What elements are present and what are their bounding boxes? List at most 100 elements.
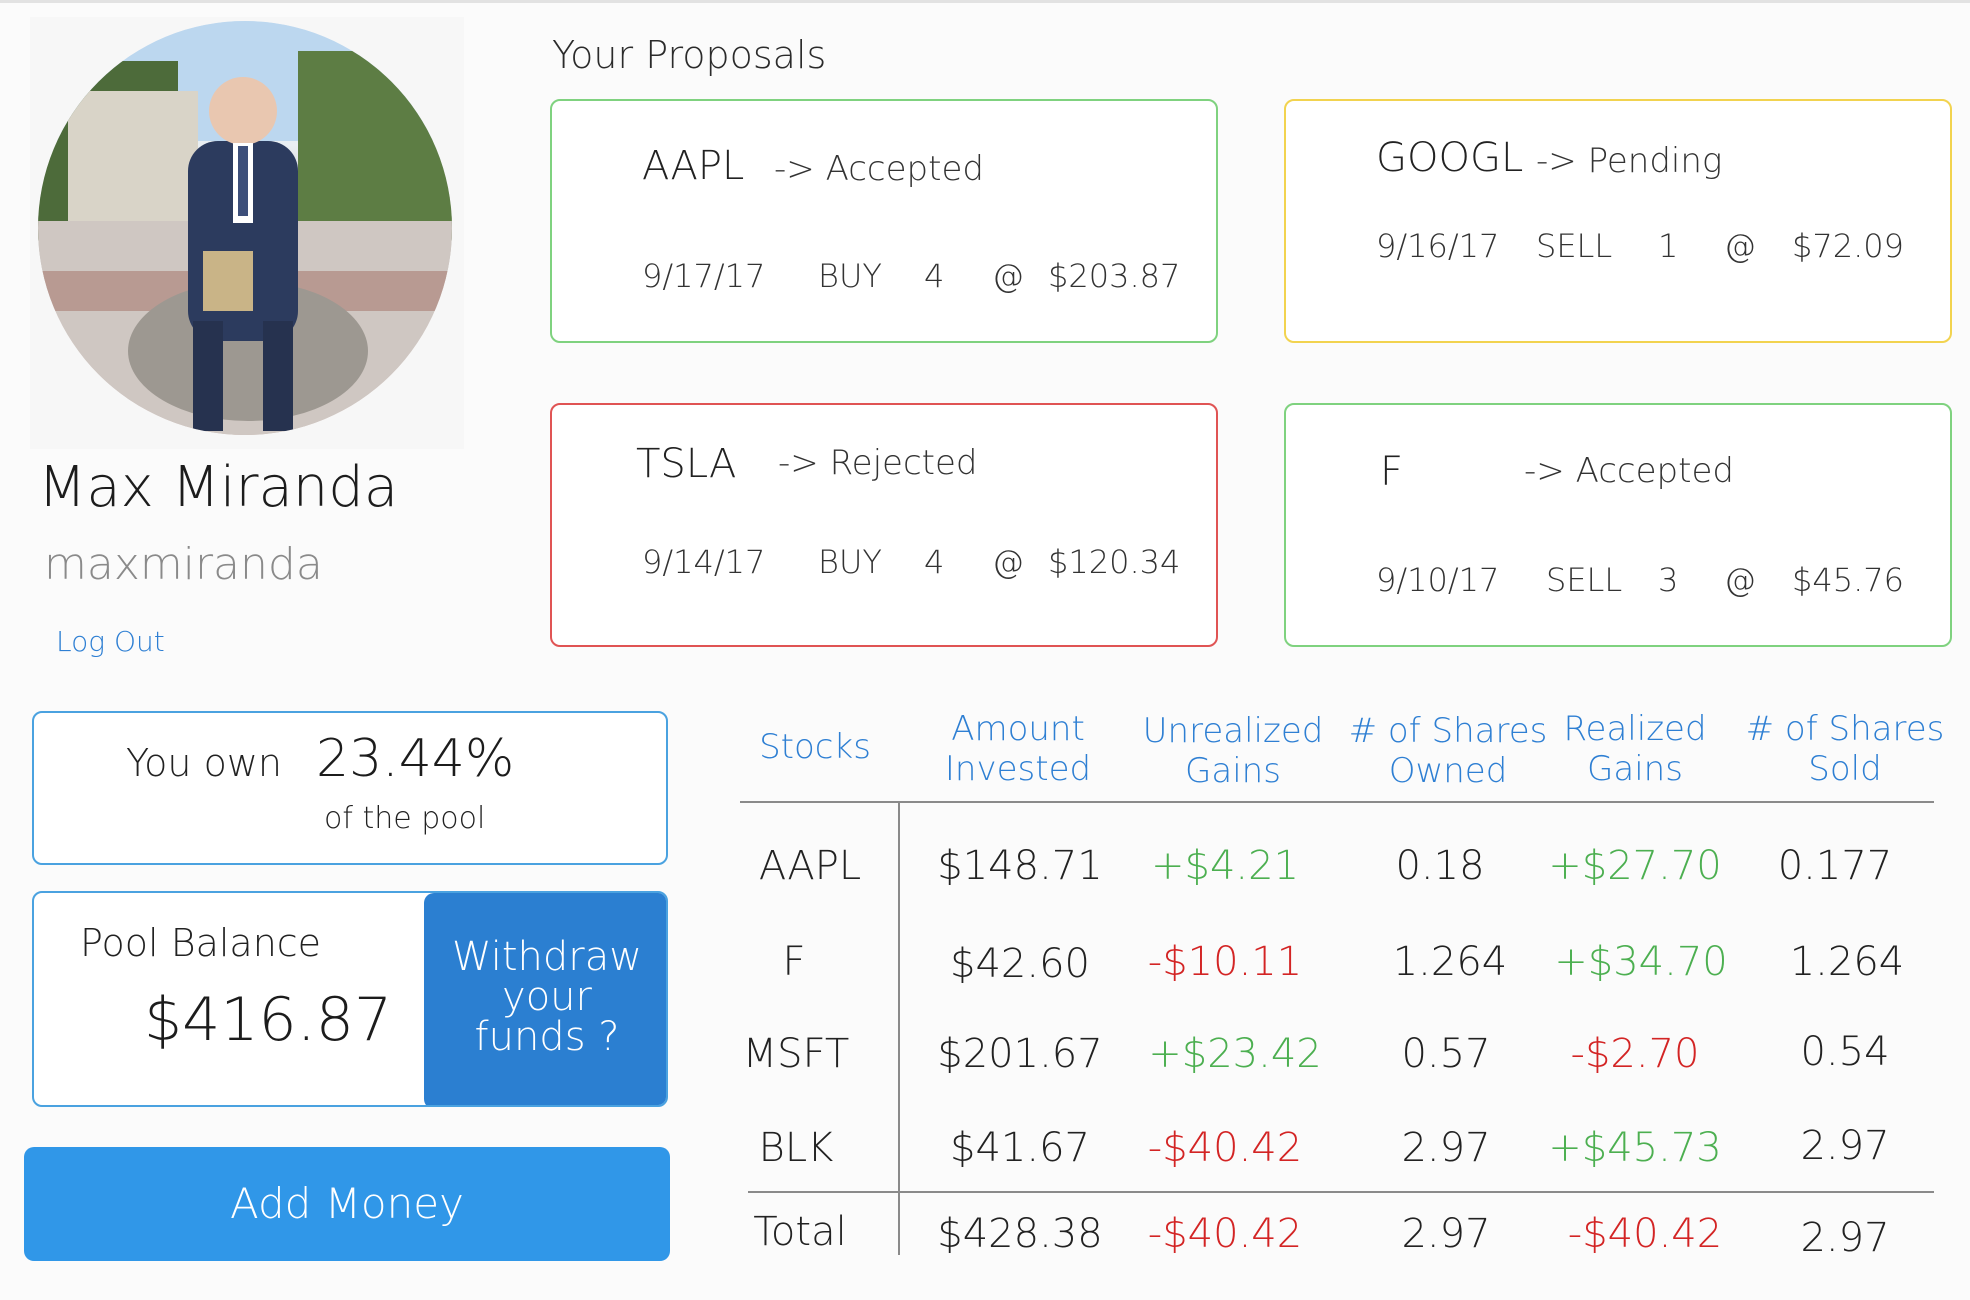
pool-balance-panel: Pool Balance $416.87 Withdraw your funds… [32,891,668,1107]
header-line1: # of Shares [1745,709,1945,749]
ownership-sub: of the pool [324,801,486,836]
proposal-symbol: F [1380,449,1404,495]
header-line2: Sold [1808,749,1882,789]
proposal-card-tsla[interactable]: TSLA -> Rejected 9/14/17 BUY 4 @ $120.34 [550,403,1218,647]
cell-invested: $428.38 [937,1211,1103,1257]
cell-invested: $42.60 [950,941,1090,987]
proposal-price: $203.87 [1048,257,1181,295]
proposal-date: 9/10/17 [1376,561,1500,599]
header-line1: # of Shares [1348,711,1548,751]
avatar-container [30,17,464,449]
proposal-symbol: GOOGL [1376,135,1524,181]
proposal-status: -> Rejected [778,443,978,483]
cell-sold: 1.264 [1789,939,1905,985]
avatar [38,21,452,435]
cell-total-label: Total [753,1209,847,1255]
header-line2: Gains [1185,751,1281,791]
header-line2: Gains [1587,749,1683,789]
withdraw-label-line3: funds ? [474,1014,620,1060]
proposal-at: @ [992,543,1024,581]
header-divider [740,801,1934,803]
cell-owned: 0.57 [1401,1031,1491,1077]
proposals-title: Your Proposals [552,33,827,77]
proposal-card-f[interactable]: F -> Accepted 9/10/17 SELL 3 @ $45.76 [1284,403,1952,647]
cell-unrealized: -$40.42 [1147,1211,1303,1257]
cell-unrealized: +$23.42 [1148,1031,1322,1077]
ownership-label: You own [126,741,282,785]
proposal-price: $120.34 [1048,543,1181,581]
cell-invested: $148.71 [937,843,1103,889]
ownership-percent: 23.44% [316,729,515,789]
header-line1: Realized [1563,709,1707,749]
proposal-status: -> Pending [1536,141,1723,181]
proposal-symbol: TSLA [636,441,737,487]
proposal-at: @ [1724,227,1756,265]
proposal-action: BUY [818,543,882,581]
header-realized-gains: Realized Gains [1550,709,1720,789]
cell-owned: 2.97 [1401,1211,1491,1257]
user-name: Max Miranda [38,455,399,520]
proposal-status: -> Accepted [774,149,984,189]
proposal-at: @ [992,257,1024,295]
header-shares-owned: # of Shares Owned [1348,711,1548,791]
proposal-qty: 4 [924,257,945,295]
proposal-price: $72.09 [1792,227,1904,265]
proposal-card-googl[interactable]: GOOGL -> Pending 9/16/17 SELL 1 @ $72.09 [1284,99,1952,343]
proposal-action: BUY [818,257,882,295]
cell-sold: 0.177 [1777,843,1893,889]
cell-owned: 2.97 [1401,1125,1491,1171]
cell-stock: BLK [758,1125,834,1171]
header-unrealized-gains: Unrealized Gains [1138,711,1328,791]
username: maxmiranda [44,539,323,590]
header-line1: Unrealized [1142,711,1324,751]
cell-stock: AAPL [758,843,862,889]
proposal-symbol: AAPL [642,143,745,189]
proposal-date: 9/14/17 [642,543,766,581]
add-money-button[interactable]: Add Money [24,1147,670,1261]
withdraw-funds-button[interactable]: Withdraw your funds ? [424,893,666,1105]
ownership-panel: You own 23.44% of the pool [32,711,668,865]
cell-stock: MSFT [742,1031,850,1077]
cell-owned: 1.264 [1392,939,1508,985]
proposal-qty: 1 [1658,227,1679,265]
proposal-price: $45.76 [1792,561,1904,599]
header-stocks-label: Stocks [759,727,871,767]
cell-unrealized: +$4.21 [1150,843,1300,889]
pool-balance-label: Pool Balance [80,921,322,965]
logout-link[interactable]: Log Out [56,625,165,658]
proposal-card-aapl[interactable]: AAPL -> Accepted 9/17/17 BUY 4 @ $203.87 [550,99,1218,343]
cell-stock: F [782,939,806,985]
cell-owned: 0.18 [1395,843,1485,889]
header-amount-invested: Amount Invested [930,709,1106,789]
cell-invested: $201.67 [937,1031,1103,1077]
header-shares-sold: # of Shares Sold [1740,709,1950,789]
total-divider [748,1191,1934,1193]
cell-realized: -$2.70 [1570,1031,1700,1077]
cell-realized: -$40.42 [1567,1211,1723,1257]
cell-sold: 2.97 [1800,1215,1890,1261]
cell-sold: 2.97 [1800,1123,1890,1169]
cell-realized: +$34.70 [1554,939,1728,985]
pool-balance-value: $416.87 [144,985,393,1055]
cell-sold: 0.54 [1800,1029,1890,1075]
header-line2: Invested [944,749,1092,789]
withdraw-label-line1: Withdraw [452,934,642,980]
header-line1: Amount [951,709,1085,749]
cell-unrealized: -$40.42 [1147,1125,1303,1171]
header-line2: Owned [1388,751,1508,791]
column-divider [898,801,900,1255]
cell-unrealized: -$10.11 [1147,939,1303,985]
cell-invested: $41.67 [950,1125,1090,1171]
proposal-qty: 4 [924,543,945,581]
proposal-action: SELL [1536,227,1613,265]
proposal-qty: 3 [1658,561,1679,599]
proposal-date: 9/16/17 [1376,227,1500,265]
header-stocks: Stocks [740,727,890,767]
proposal-at: @ [1724,561,1756,599]
cell-realized: +$45.73 [1548,1125,1722,1171]
proposal-date: 9/17/17 [642,257,766,295]
withdraw-label-line2: your [502,974,592,1020]
proposal-status: -> Accepted [1524,451,1734,491]
cell-realized: +$27.70 [1548,843,1722,889]
